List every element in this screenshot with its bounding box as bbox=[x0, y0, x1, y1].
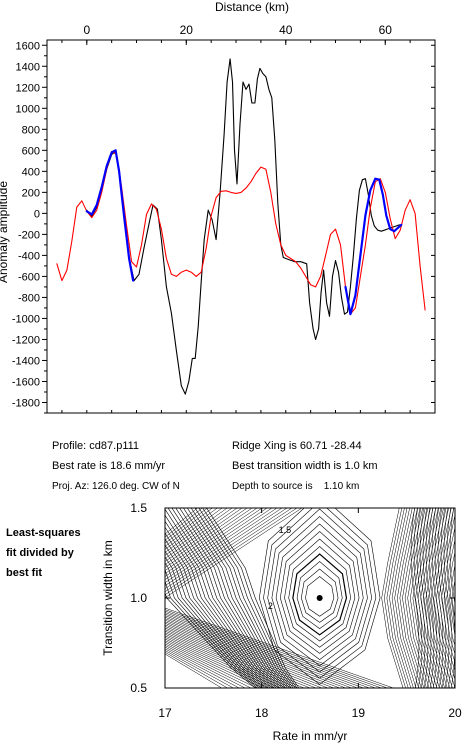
top-y-tick-label: -200 bbox=[18, 229, 40, 241]
contour-line-right bbox=[454, 506, 467, 690]
top-y-tick-label: 0 bbox=[34, 208, 40, 220]
top-y-tick-label: -600 bbox=[18, 271, 40, 283]
contour-line-upper-left bbox=[160, 506, 260, 574]
side-caption-line-3: best fit bbox=[6, 567, 42, 579]
info-proj-az: Proj. Az: 126.0 deg. CW of N bbox=[52, 481, 180, 492]
top-xlabel: Distance (km) bbox=[215, 0, 289, 14]
top-series-line-1 bbox=[87, 59, 402, 394]
contour-line-lower-left bbox=[155, 608, 387, 691]
side-caption-line-2: fit divided by bbox=[6, 547, 75, 559]
bottom-x-tick-label: 20 bbox=[448, 706, 462, 720]
top-y-tick-label: 800 bbox=[22, 124, 40, 136]
contour-lines bbox=[117, 494, 467, 690]
contour-line-lower-left bbox=[155, 615, 357, 690]
contour-line-left bbox=[132, 506, 265, 690]
contour-line-lower-left bbox=[155, 623, 327, 691]
top-y-tick-label: 200 bbox=[22, 187, 40, 199]
top-ylabel: Anomaly amplitude bbox=[0, 181, 10, 283]
bottom-ylabel: Transition width in km bbox=[101, 540, 115, 656]
info-ridge-xing: Ridge Xing is 60.71 -28.44 bbox=[232, 440, 362, 452]
top-y-tick-label: 1600 bbox=[16, 40, 40, 52]
top-y-tick-label: -1600 bbox=[12, 376, 40, 388]
info-depth: Depth to source is 1.10 km bbox=[232, 481, 359, 492]
contour-line-lower-left bbox=[155, 612, 369, 690]
top-y-tick-label: 600 bbox=[22, 145, 40, 157]
top-y-tick-label: 400 bbox=[22, 166, 40, 178]
contour-line-left bbox=[140, 506, 269, 690]
top-y-tick-label: 1000 bbox=[16, 103, 40, 115]
top-y-tick-label: 1200 bbox=[16, 82, 40, 94]
bottom-x-tick-label: 18 bbox=[255, 706, 269, 720]
top-series-line-2 bbox=[57, 151, 425, 314]
contour-line-right bbox=[457, 506, 467, 690]
bottom-y-tick-label: 0.5 bbox=[130, 681, 147, 695]
bottom-y-tick-label: 1.0 bbox=[130, 591, 147, 605]
contour-line-lower-left bbox=[155, 611, 375, 691]
contour-line-lower-left bbox=[155, 647, 231, 691]
bottom-xlabel: Rate in mm/yr bbox=[273, 729, 348, 743]
info-best-transition: Best transition width is 1.0 km bbox=[232, 460, 378, 472]
contour-line-upper-left bbox=[160, 506, 275, 583]
top-y-tick-label: -800 bbox=[18, 292, 40, 304]
bottom-x-tick-label: 17 bbox=[158, 706, 172, 720]
side-caption-line-1: Least-squares bbox=[6, 527, 81, 539]
contour-value-label: 1.5 bbox=[279, 525, 292, 535]
contour-line-lower-left bbox=[155, 624, 321, 690]
bottom-x-tick-label: 19 bbox=[352, 706, 366, 720]
best-fit-marker bbox=[317, 595, 323, 601]
top-x-tick-label: 0 bbox=[83, 23, 90, 37]
top-y-tick-label: -1200 bbox=[12, 334, 40, 346]
contour-value-label: 2 bbox=[268, 601, 273, 611]
info-best-rate: Best rate is 18.6 mm/yr bbox=[52, 460, 165, 472]
top-plot-frame bbox=[47, 40, 435, 413]
top-y-tick-label: -1800 bbox=[12, 397, 40, 409]
contour-ring bbox=[284, 539, 354, 647]
contour-line-right bbox=[462, 506, 467, 690]
top-y-ticks: -1800 -1600 -1400 -1200 -1000 -800 -600 -400 -20… bbox=[12, 40, 435, 413]
contour-line-lower-left bbox=[155, 641, 255, 691]
contour-line-right bbox=[460, 506, 467, 690]
top-x-tick-label: 20 bbox=[180, 23, 194, 37]
top-y-tick-label: -400 bbox=[18, 250, 40, 262]
bottom-y-tick-label: 1.5 bbox=[130, 501, 147, 515]
top-x-ticks: 0 20 40 60 bbox=[62, 23, 435, 413]
top-y-tick-label: 1400 bbox=[16, 61, 40, 73]
top-y-tick-label: -1000 bbox=[12, 313, 40, 325]
top-y-tick-label: -1400 bbox=[12, 355, 40, 367]
contour-line-left bbox=[159, 506, 278, 690]
info-profile: Profile: cd87.p111 bbox=[52, 440, 139, 452]
top-x-tick-label: 60 bbox=[379, 23, 393, 37]
top-x-tick-label: 40 bbox=[279, 23, 293, 37]
top-series-group bbox=[57, 59, 425, 394]
